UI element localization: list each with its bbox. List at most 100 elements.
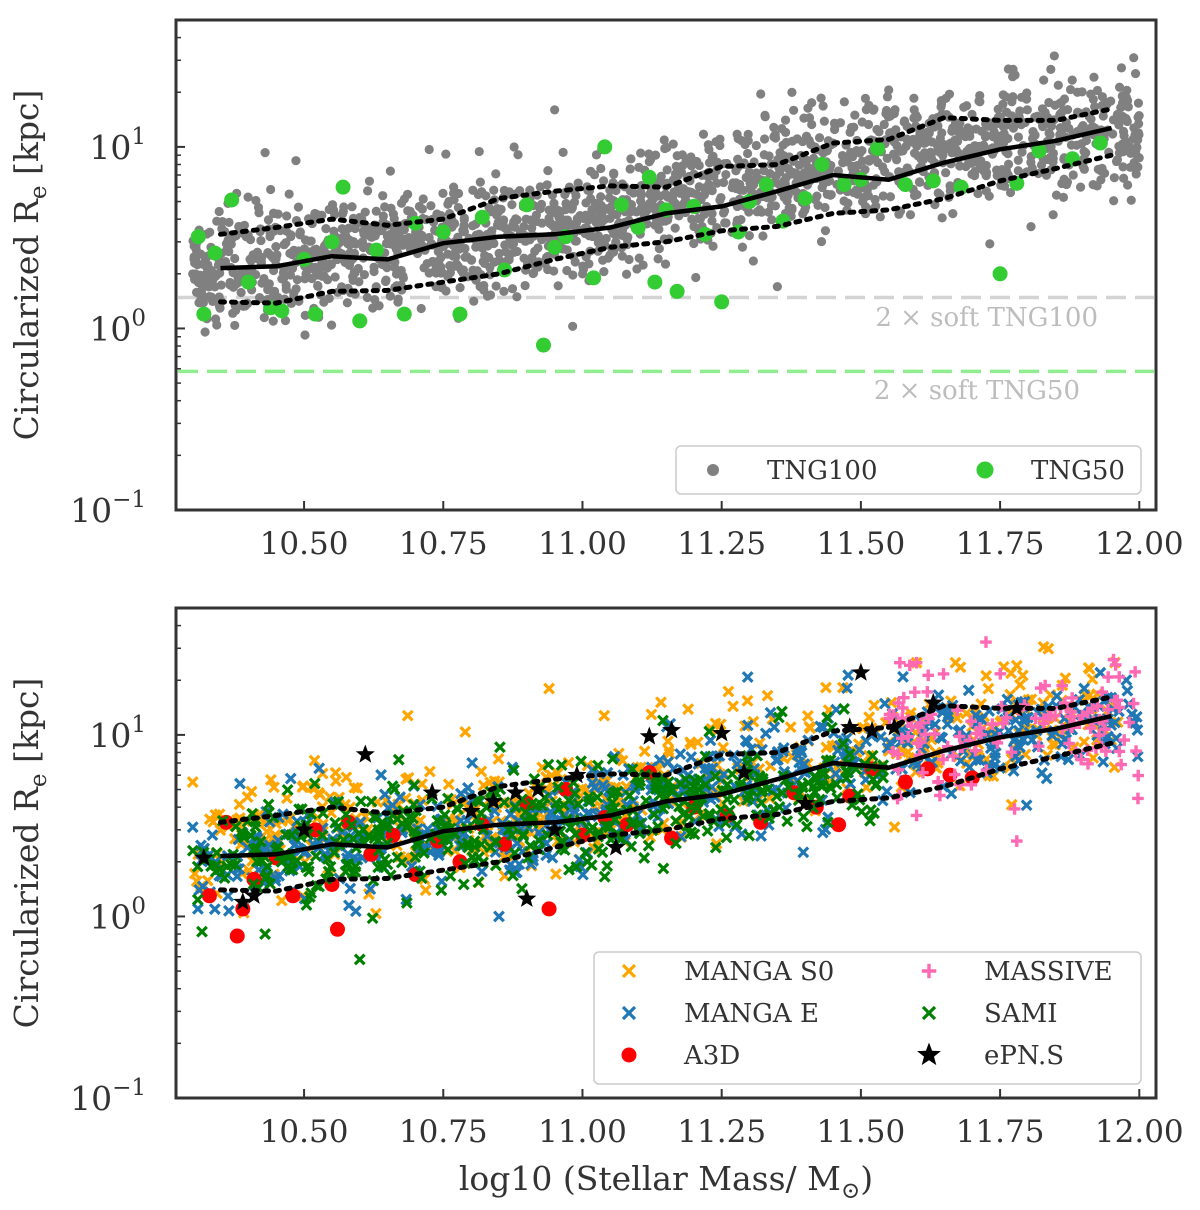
- tng100-point: [1121, 92, 1131, 102]
- tng100-point: [634, 162, 644, 172]
- massive-point: [1039, 679, 1051, 692]
- top-y-axis-label: Circularized Re [kpc]: [7, 90, 52, 441]
- tng100-point: [385, 239, 395, 249]
- massive-point: [905, 720, 918, 732]
- tng100-point: [721, 218, 731, 228]
- tng100-point: [789, 105, 799, 115]
- epn-s-point: [294, 819, 314, 838]
- tng100-point: [342, 298, 352, 308]
- manga-e-point: [741, 671, 754, 684]
- massive-point: [883, 708, 896, 721]
- tng50-point: [335, 179, 351, 195]
- manga-e-point: [234, 777, 246, 790]
- epn-s-point: [795, 793, 815, 812]
- tng100-point: [577, 269, 588, 279]
- tng100-point: [281, 226, 291, 236]
- manga-s0-point: [682, 703, 695, 716]
- sami-point: [321, 852, 334, 865]
- sami-point: [392, 753, 405, 766]
- massive-point: [1018, 699, 1031, 711]
- tng100-point: [393, 297, 403, 307]
- a3d-point: [329, 921, 345, 937]
- manga-s0-point: [954, 661, 967, 674]
- massive-point: [1132, 769, 1145, 782]
- manga-e-point: [222, 904, 235, 917]
- tng100-point: [1036, 160, 1047, 170]
- tng100-point: [1059, 94, 1070, 104]
- a3d-point: [201, 888, 217, 904]
- massive-point: [1127, 697, 1140, 710]
- tng100-point: [282, 211, 292, 221]
- manga-e-point: [771, 753, 784, 766]
- manga-s0-point: [598, 709, 611, 722]
- tng100-point: [1123, 180, 1133, 190]
- top-legend-label-tng100: TNG100: [767, 456, 878, 486]
- manga-e-point: [880, 785, 893, 798]
- manga-e-point: [1050, 690, 1063, 702]
- tng100-point: [322, 263, 332, 273]
- manga-s0-point: [308, 754, 321, 767]
- sami-point: [372, 823, 385, 836]
- tng100-point: [542, 180, 552, 190]
- tng100-point: [1114, 82, 1125, 92]
- tng100-point: [914, 177, 925, 187]
- sami-point: [400, 897, 413, 909]
- tng100-point: [405, 237, 416, 248]
- tng100-point: [1097, 92, 1107, 102]
- manga-e-point: [1009, 714, 1022, 726]
- tng100-point: [536, 199, 547, 209]
- tng100-point: [890, 105, 900, 115]
- tng100-point: [225, 277, 235, 288]
- tng100-point: [553, 205, 563, 216]
- tng100-point: [224, 217, 234, 227]
- tng100-point: [359, 229, 369, 239]
- tng50-point: [274, 303, 290, 319]
- tng100-point: [271, 242, 281, 252]
- tng100-point: [257, 278, 267, 288]
- massive-point: [969, 744, 982, 757]
- manga-s0-point: [868, 699, 881, 712]
- tng100-point: [820, 226, 831, 236]
- tng100-point: [609, 168, 619, 178]
- sami-point: [366, 912, 379, 925]
- bottom-x-tick-label: 11.00: [538, 1114, 627, 1150]
- tng100-point: [474, 146, 484, 157]
- tng50-point: [396, 306, 412, 322]
- tng100-point: [656, 171, 666, 181]
- manga-s0-point: [1042, 642, 1055, 655]
- tng100-point: [1114, 120, 1124, 130]
- manga-e-point: [755, 829, 767, 842]
- tng100-point: [892, 155, 902, 165]
- top-x-tick-label: 10.75: [399, 526, 488, 562]
- tng100-point: [527, 223, 537, 233]
- sami-point: [300, 899, 313, 911]
- tng100-point: [718, 177, 729, 188]
- tng100-point: [266, 251, 276, 261]
- top-x-tick-label: 12.00: [1095, 526, 1184, 562]
- sami-point: [691, 801, 704, 814]
- tng100-point: [344, 223, 354, 233]
- tng100-point: [642, 206, 652, 216]
- tng100-point: [764, 151, 774, 161]
- tng50-point: [240, 274, 256, 290]
- massive-point: [1096, 686, 1109, 698]
- sami-point: [229, 858, 242, 871]
- tng50-point: [814, 156, 830, 172]
- bottom-trend-lines: [218, 694, 1114, 894]
- tng100-point: [679, 199, 689, 209]
- sami-point: [775, 705, 788, 718]
- tng100-point: [622, 232, 632, 242]
- manga-e-point: [674, 748, 687, 761]
- manga-s0-point: [314, 788, 326, 801]
- sami-point: [743, 790, 756, 802]
- tng100-point: [998, 121, 1008, 131]
- sami-point: [623, 789, 636, 802]
- tng100-point: [329, 226, 339, 236]
- sami-point: [772, 711, 785, 724]
- massive-point: [1115, 758, 1127, 771]
- tng100-point: [347, 202, 357, 212]
- tng100-point: [306, 236, 316, 246]
- sami-point: [761, 783, 774, 796]
- tng100-point: [228, 308, 238, 318]
